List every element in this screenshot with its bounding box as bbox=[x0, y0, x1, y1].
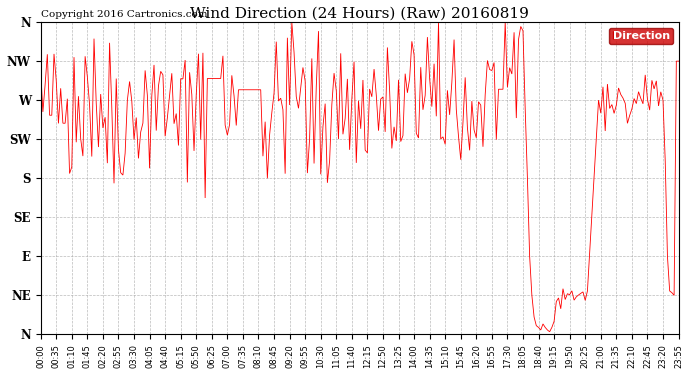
Text: Copyright 2016 Cartronics.com: Copyright 2016 Cartronics.com bbox=[41, 10, 207, 19]
Legend: Direction: Direction bbox=[609, 28, 673, 44]
Title: Wind Direction (24 Hours) (Raw) 20160819: Wind Direction (24 Hours) (Raw) 20160819 bbox=[190, 7, 529, 21]
